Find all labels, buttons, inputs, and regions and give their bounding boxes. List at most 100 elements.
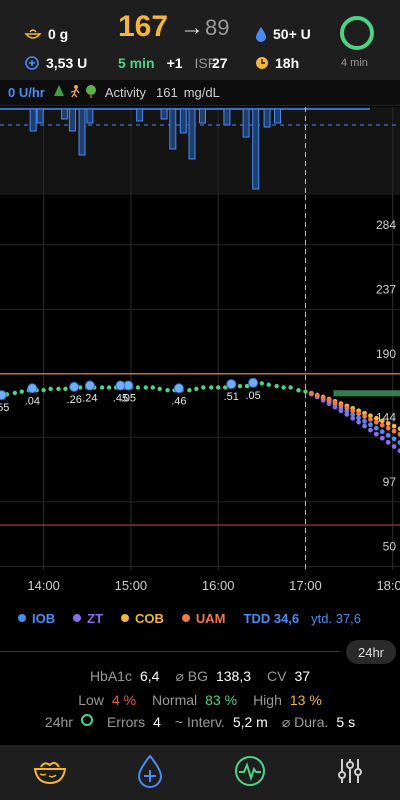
prediction-point-zt	[326, 401, 332, 407]
cob-indicator[interactable]: 0 g	[24, 26, 68, 42]
interval-value: 5,2 m	[232, 714, 268, 730]
prediction-point-zt	[350, 415, 356, 421]
prediction-point-uam	[332, 400, 338, 406]
bolus-marker	[84, 380, 95, 391]
glucose-point	[194, 386, 199, 392]
prediction-point-uam	[320, 395, 326, 401]
glucose-point	[19, 389, 25, 394]
basal-bar	[68, 108, 76, 132]
glucose-point	[78, 385, 83, 390]
glucose-point	[150, 385, 155, 390]
low-label: Low	[78, 692, 104, 708]
reservoir-indicator[interactable]: 50+ U	[255, 26, 311, 42]
target-value: 89	[205, 15, 230, 40]
tdd-value[interactable]: TDD 34,6	[243, 610, 300, 626]
iob-indicator[interactable]: 3,53 U	[24, 55, 87, 71]
hba1c-label: HbA1c	[89, 668, 132, 684]
prediction-point-uam	[368, 416, 373, 422]
meal-bowl-icon	[33, 761, 67, 784]
glucose-point	[63, 386, 68, 392]
delta-value: +1	[166, 55, 183, 71]
prediction-point-cob	[385, 421, 391, 426]
glucose-point	[266, 382, 271, 387]
prediction-point-cob	[368, 413, 373, 419]
hba1c-value: 6,4	[139, 668, 160, 684]
prediction-point-uam	[397, 431, 400, 437]
prediction-legend: IOB ZT COB UAM TDD 34,6 ytd. 37,6	[0, 606, 400, 630]
basal-bar	[86, 108, 94, 124]
stats-row-1: HbA1c 6,4 ⌀ BG 138,3 CV 37	[0, 668, 400, 685]
period-selector-button[interactable]: 24hr	[346, 640, 396, 664]
tab-settings[interactable]	[320, 748, 380, 794]
activity-unit: mg/dL	[183, 85, 220, 100]
loop-status-icon[interactable]	[340, 16, 374, 50]
insulin-drop-icon	[137, 753, 163, 788]
y-tick-label: 50	[383, 540, 397, 554]
prediction-point-iob	[356, 415, 362, 421]
basal-bar	[36, 108, 44, 124]
glucose-point	[281, 385, 286, 390]
glucose-point	[288, 385, 293, 390]
glucose-point	[296, 388, 301, 393]
prediction-point-zt	[356, 419, 362, 425]
bolus-marker	[115, 380, 126, 391]
prediction-point-uam	[391, 428, 397, 434]
legend-dot	[121, 614, 130, 622]
isf-label: ISF:	[194, 55, 221, 71]
glucose-point	[209, 385, 214, 390]
glucose-point	[12, 390, 18, 396]
glucose-point	[259, 381, 265, 386]
prediction-point-uam	[356, 411, 362, 417]
basal-chart[interactable]	[0, 107, 400, 195]
prediction-point-iob	[397, 440, 400, 445]
errors-value: 4	[153, 714, 161, 730]
basal-bar	[242, 108, 250, 138]
activity-icons	[53, 84, 99, 101]
cannula-indicator[interactable]: 18h	[255, 55, 299, 71]
glucose-point	[143, 385, 148, 390]
settings-sliders-icon	[338, 758, 362, 783]
tab-insulin[interactable]	[120, 748, 180, 794]
legend-dot	[73, 614, 82, 622]
interval-label: ~ Interv.	[174, 714, 225, 730]
x-tick-label: 15:00	[115, 578, 148, 593]
bolus-marker	[248, 377, 259, 388]
legend-item-uam[interactable]: UAM	[181, 611, 226, 626]
glucose-chart[interactable]: 14:00 15:00 16:00 17:00 18:00 284 237 190 144 97 5…	[0, 195, 400, 600]
tab-health[interactable]	[220, 748, 280, 794]
prediction-point-zt	[373, 431, 379, 437]
glucose-point	[303, 389, 308, 394]
avg-bg-label: ⌀ BG	[175, 668, 208, 684]
y-tick-label: 237	[376, 282, 396, 296]
duration-label: ⌀ Dura.	[281, 714, 329, 730]
basal-bar	[198, 108, 206, 124]
prediction-point-cob	[373, 415, 379, 421]
tab-meal[interactable]	[20, 748, 80, 794]
bolus-marker	[173, 383, 184, 394]
bolus-label: .45	[113, 393, 128, 405]
stats-row-2: Low 4 % Normal 83 % High 13 %	[0, 692, 400, 708]
temp-basal-rate[interactable]: 0 U/hr	[8, 85, 45, 100]
prediction-point-zt	[344, 412, 350, 417]
prediction-point-zt	[362, 423, 367, 429]
bolus-label: .51	[224, 391, 239, 403]
glucose-value[interactable]: 167	[118, 10, 169, 43]
y-tick-label: 144	[376, 410, 396, 424]
legend-item-cob[interactable]: COB	[121, 611, 164, 626]
iob-value: 3,53 U	[46, 55, 88, 71]
tree-runner-tree-icon	[53, 85, 96, 98]
stats-row-3: 24hr Errors 4 ~ Interv. 5,2 m ⌀ Dura. 5 …	[0, 714, 400, 731]
x-tick-label: 16:00	[202, 578, 235, 593]
prediction-point-iob	[391, 436, 397, 442]
duration-value: 5 s	[336, 714, 356, 730]
glucose-point	[41, 388, 46, 393]
legend-item-zt[interactable]: ZT	[73, 611, 103, 626]
bottom-tab-bar	[0, 745, 400, 800]
glucose-point	[222, 385, 228, 390]
y-tick-label: 97	[383, 475, 397, 489]
bolus-label: .05	[121, 393, 136, 405]
legend-item-iob[interactable]: IOB	[18, 611, 55, 626]
bolus-marker	[69, 381, 80, 392]
meal-bowl-icon	[24, 29, 42, 39]
basal-bar	[252, 108, 260, 190]
